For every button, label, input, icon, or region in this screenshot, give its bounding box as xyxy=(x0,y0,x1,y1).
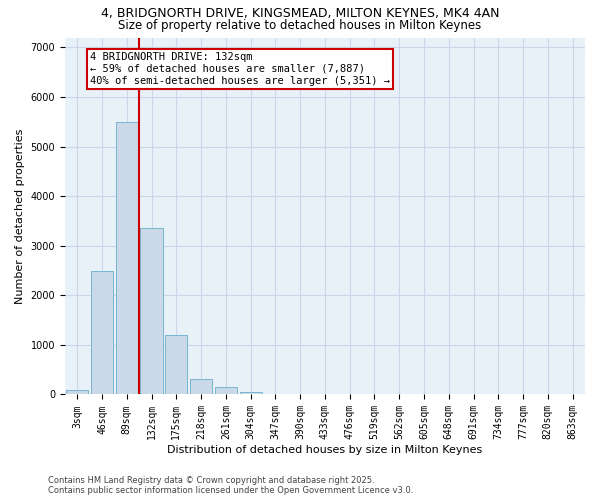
Y-axis label: Number of detached properties: Number of detached properties xyxy=(15,128,25,304)
Bar xyxy=(165,335,187,394)
Text: 4, BRIDGNORTH DRIVE, KINGSMEAD, MILTON KEYNES, MK4 4AN: 4, BRIDGNORTH DRIVE, KINGSMEAD, MILTON K… xyxy=(101,8,499,20)
Bar xyxy=(116,122,138,394)
X-axis label: Distribution of detached houses by size in Milton Keynes: Distribution of detached houses by size … xyxy=(167,445,482,455)
Text: 4 BRIDGNORTH DRIVE: 132sqm
← 59% of detached houses are smaller (7,887)
40% of s: 4 BRIDGNORTH DRIVE: 132sqm ← 59% of deta… xyxy=(89,52,389,86)
Bar xyxy=(190,379,212,394)
Bar xyxy=(91,270,113,394)
Bar xyxy=(215,387,237,394)
Bar xyxy=(66,390,88,394)
Text: Size of property relative to detached houses in Milton Keynes: Size of property relative to detached ho… xyxy=(118,19,482,32)
Bar xyxy=(239,392,262,394)
Text: Contains HM Land Registry data © Crown copyright and database right 2025.
Contai: Contains HM Land Registry data © Crown c… xyxy=(48,476,413,495)
Bar xyxy=(140,228,163,394)
